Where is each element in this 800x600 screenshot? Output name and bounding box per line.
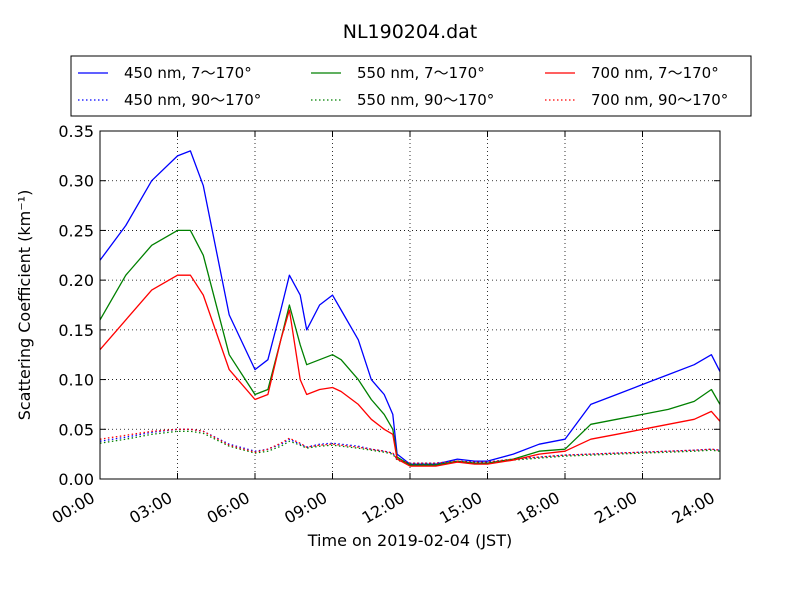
y-tick-label: 0.20: [58, 271, 94, 290]
legend-items: 450 nm, 7～170° 450 nm, 90～170° 550 nm, 7～1…: [78, 64, 728, 109]
series-line: [99, 274, 721, 467]
legend-label: 550 nm, 7～170°: [357, 64, 485, 82]
y-tick-label: 0.05: [58, 420, 94, 439]
y-tick-label: 0.10: [58, 371, 94, 390]
legend-box: [70, 55, 752, 117]
series-line: [99, 428, 721, 464]
grid: [100, 131, 720, 479]
y-tick-label: 0.15: [58, 321, 94, 340]
series-line: [99, 430, 721, 465]
series-line: [99, 150, 721, 465]
chart-title: NL190204.dat: [343, 21, 478, 43]
y-tick-label: 0.30: [58, 172, 94, 191]
series-layer: [99, 150, 721, 467]
y-tick-label: 0.25: [58, 221, 94, 240]
legend-label: 450 nm, 7～170°: [124, 64, 252, 82]
legend-label: 450 nm, 90～170°: [124, 91, 261, 109]
y-tick-label: 0.35: [58, 122, 94, 141]
legend-label: 700 nm, 7～170°: [591, 64, 719, 82]
y-axis-label: Scattering Coefficient (km⁻¹): [15, 190, 34, 421]
x-axis-label: Time on 2019-02-04 (JST): [307, 531, 512, 550]
series-line: [99, 229, 721, 466]
legend-label: 700 nm, 90～170°: [591, 91, 728, 109]
legend-label: 550 nm, 90～170°: [357, 91, 494, 109]
y-tick-label: 0.00: [58, 470, 94, 489]
legend: 450 nm, 7～170° 450 nm, 90～170° 550 nm, 7～1…: [70, 55, 752, 117]
series-line: [99, 428, 721, 464]
